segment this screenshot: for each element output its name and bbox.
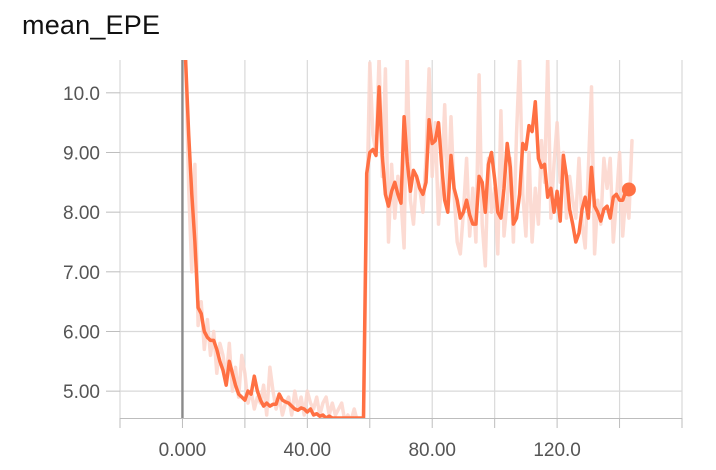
y-tick-label: 7.00 [63,263,100,284]
axes [106,60,683,428]
tick-labels: 5.00 6.00 7.00 8.00 9.00 10.0 0.000 40.00 80.00 1… [63,84,581,461]
grid [119,60,683,418]
x-tick-label: 40.00 [284,440,332,461]
x-tick-label: 80.00 [408,440,456,461]
chart-title: mean_EPE [22,10,161,40]
y-tick-label: 5.00 [63,382,100,403]
last-point-marker [621,182,636,197]
x-tick-label: 120.0 [533,440,581,461]
x-tick-label: 0.000 [159,440,207,461]
raw-series-line [183,60,634,418]
y-tick-label: 9.00 [63,143,100,164]
series-layer [183,60,636,418]
y-tick-label: 10.0 [63,84,100,105]
y-tick-label: 6.00 [63,322,100,343]
y-tick-label: 8.00 [63,203,100,224]
smoothed-series-line [183,60,634,418]
